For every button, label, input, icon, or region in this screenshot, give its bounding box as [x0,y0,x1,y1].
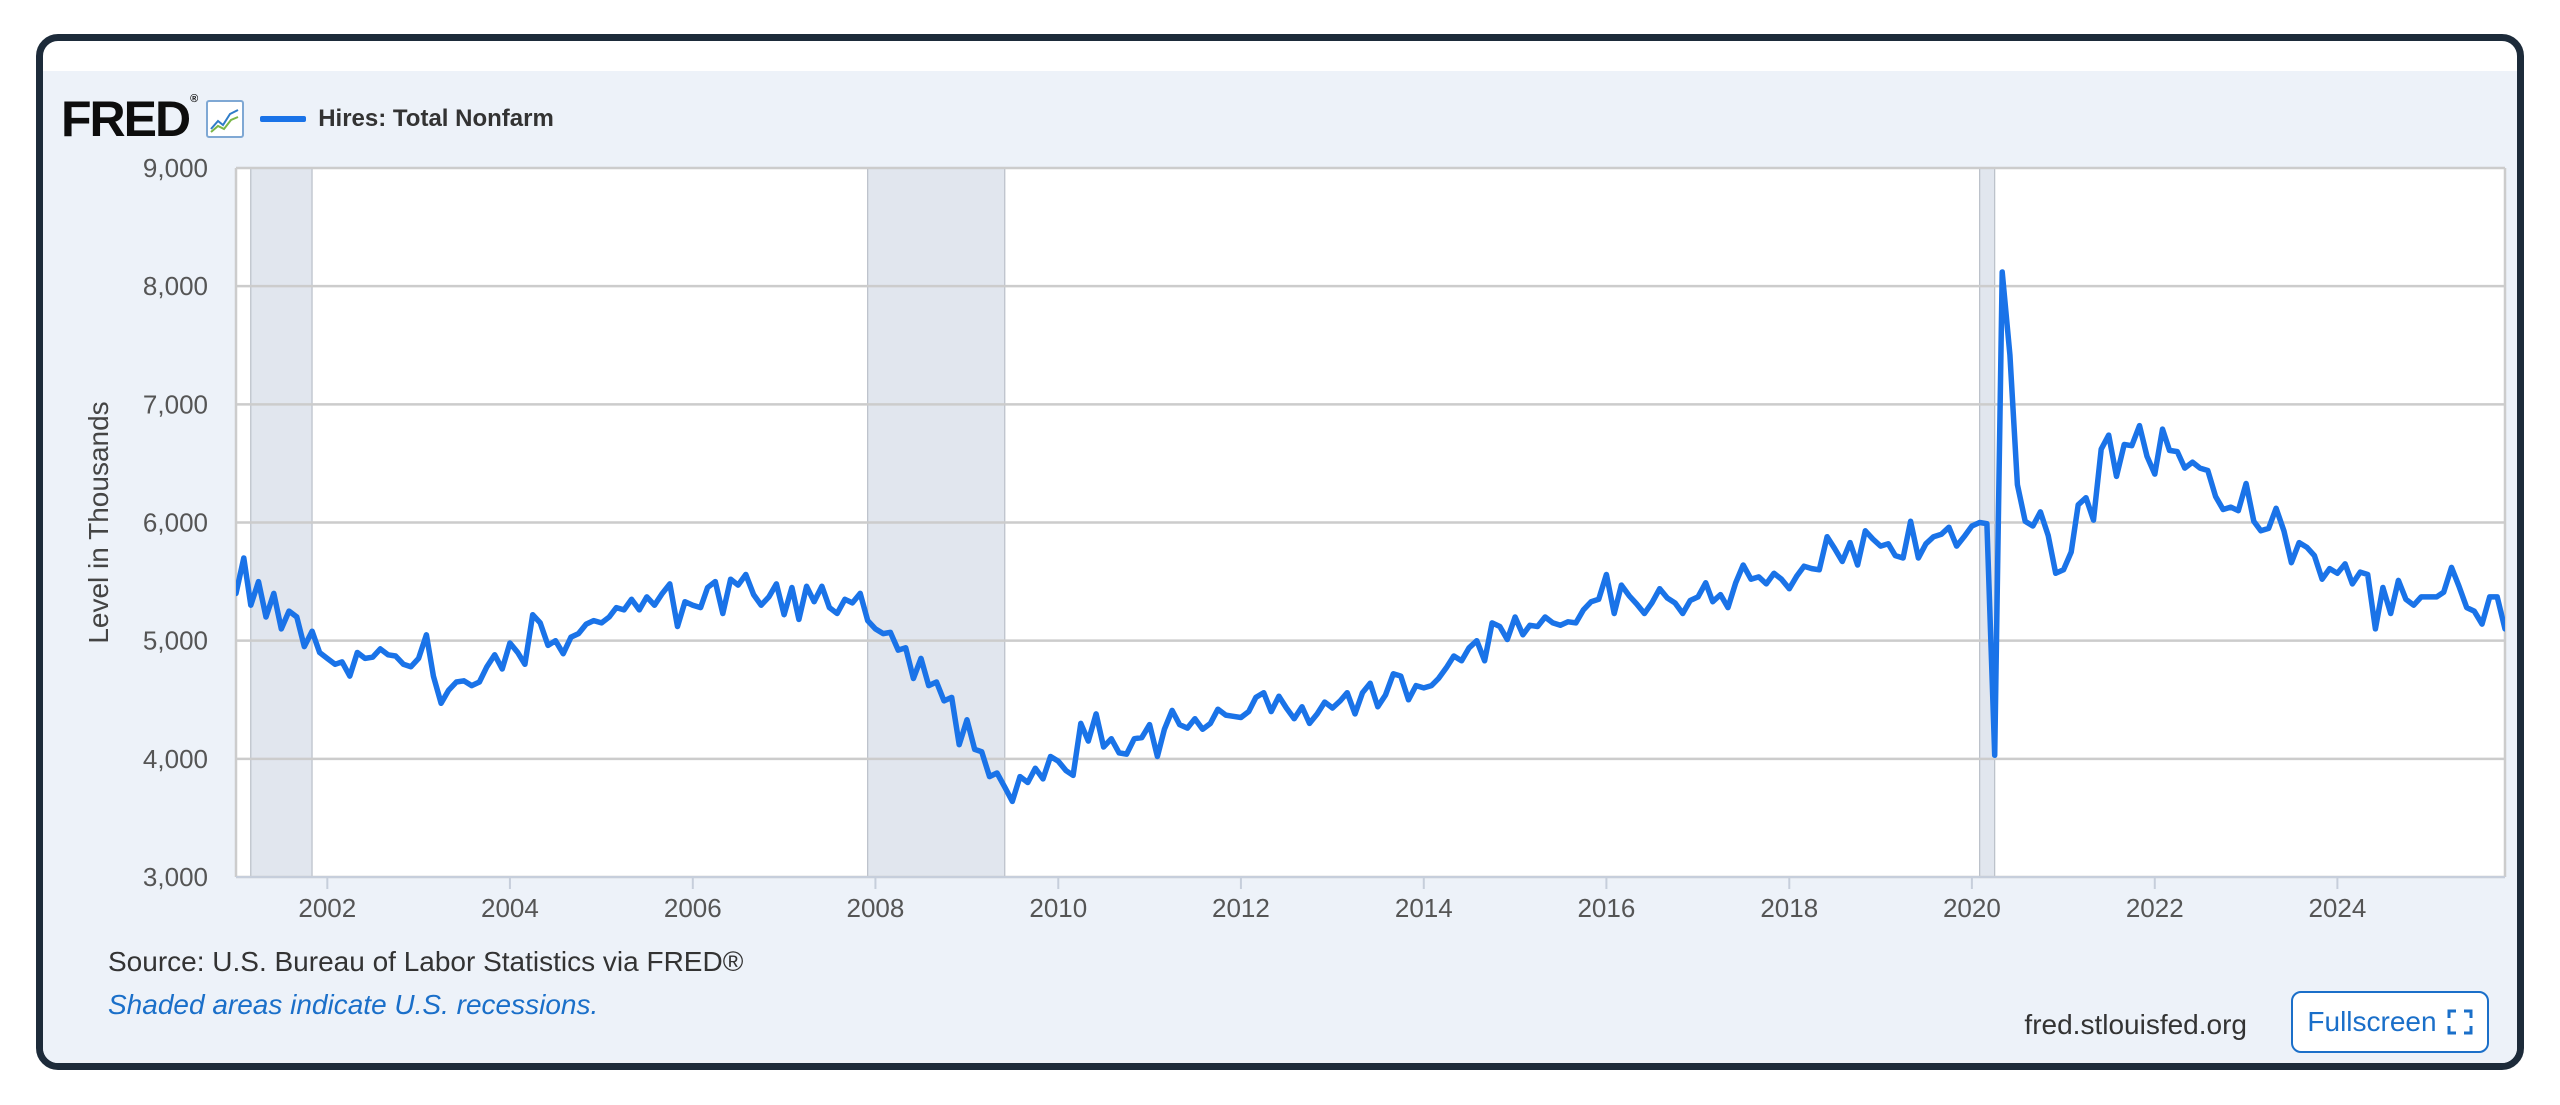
x-tick-label: 2008 [847,893,905,923]
x-tick-label: 2018 [1760,893,1818,923]
x-tick-label: 2012 [1212,893,1270,923]
x-tick-label: 2020 [1943,893,2001,923]
chart-frame: FRED® Hires: Total Nonfarm 3,000 4,000 5,0… [36,34,2524,1070]
fullscreen-label: Fullscreen [2307,1006,2437,1037]
chart-header: FRED® Hires: Total Nonfarm [61,91,554,147]
source-note: Source: U.S. Bureau of Labor Statistics … [108,946,744,977]
line-chart: 3,000 4,000 5,000 6,000 7,000 8,000 9,000 2002 2… [83,153,2507,923]
x-tick-label: 2022 [2126,893,2184,923]
series-line-1 [236,269,2505,805]
legend-label: Hires: Total Nonfarm [318,105,554,132]
fred-logo[interactable]: FRED® [61,91,199,147]
graph-icon[interactable] [206,100,245,138]
y-tick-label: 3,000 [143,862,208,892]
x-tick-label: 2006 [664,893,722,923]
recession-note: Shaded areas indicate U.S. recessions. [108,989,599,1020]
x-tick-label: 2002 [298,893,356,923]
y-tick-label: 7,000 [143,389,208,419]
y-tick-label: 6,000 [143,508,208,538]
legend-swatch [260,116,307,122]
y-tick-label: 9,000 [143,153,208,183]
y-tick-label: 4,000 [143,744,208,774]
x-tick-label: 2024 [2308,893,2366,923]
y-tick-label: 8,000 [143,271,208,301]
x-tick-label: 2014 [1395,893,1453,923]
fred-logo-text: FRED [61,91,191,147]
y-tick-label: 5,000 [143,626,208,656]
x-tick-label: 2016 [1577,893,1635,923]
x-tick-label: 2004 [481,893,539,923]
fred-logo-reg: ® [190,93,199,105]
site-link[interactable]: fred.stlouisfed.org [2024,1009,2247,1040]
expand-icon [2447,1009,2473,1035]
y-axis-title: Level in Thousands [83,401,114,643]
fullscreen-button[interactable]: Fullscreen [2291,991,2489,1053]
x-tick-label: 2010 [1029,893,1087,923]
